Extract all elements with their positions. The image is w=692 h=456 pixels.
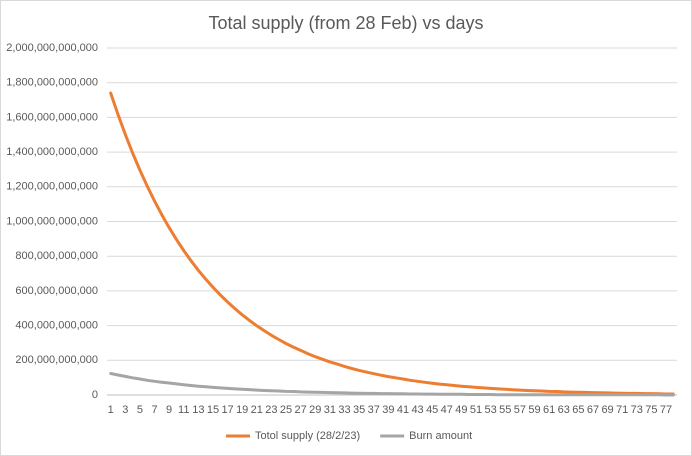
y-tick-label: 1,000,000,000,000 [6, 215, 98, 227]
y-tick-label: 200,000,000,000 [15, 354, 98, 366]
x-tick-label: 55 [499, 404, 511, 416]
x-tick-label: 43 [411, 404, 423, 416]
y-tick-label: 600,000,000,000 [15, 285, 98, 297]
x-tick-label: 7 [151, 404, 157, 416]
x-tick-label: 13 [192, 404, 204, 416]
x-tick-label: 51 [470, 404, 482, 416]
chart-title: Total supply (from 28 Feb) vs days [208, 13, 483, 33]
x-tick-label: 65 [572, 404, 584, 416]
x-tick-label: 23 [265, 404, 277, 416]
x-tick-label: 69 [601, 404, 613, 416]
x-tick-label: 31 [324, 404, 336, 416]
x-tick-label: 17 [221, 404, 233, 416]
x-tick-label: 45 [426, 404, 438, 416]
x-tick-label: 57 [514, 404, 526, 416]
x-tick-label: 21 [251, 404, 263, 416]
x-tick-label: 29 [309, 404, 321, 416]
x-tick-label: 63 [558, 404, 570, 416]
series-line [109, 372, 675, 397]
x-tick-label: 19 [236, 404, 248, 416]
x-tick-label: 75 [645, 404, 657, 416]
y-tick-label: 400,000,000,000 [15, 320, 98, 332]
x-tick-label: 41 [397, 404, 409, 416]
y-tick-label: 0 [92, 389, 98, 401]
y-tick-label: 2,000,000,000,000 [6, 42, 98, 54]
y-tick-label: 800,000,000,000 [15, 250, 98, 262]
x-tick-label: 11 [178, 404, 189, 416]
x-tick-label: 77 [660, 404, 672, 416]
x-tick-label: 27 [295, 404, 307, 416]
x-tick-label: 49 [455, 404, 467, 416]
x-tick-label: 35 [353, 404, 365, 416]
x-tick-label: 59 [528, 404, 540, 416]
y-tick-label: 1,600,000,000,000 [6, 111, 98, 123]
x-tick-label: 33 [338, 404, 350, 416]
x-tick-label: 73 [631, 404, 643, 416]
legend-label: Burn amount [409, 430, 472, 442]
x-tick-label: 37 [368, 404, 380, 416]
x-tick-label: 39 [382, 404, 394, 416]
x-tick-label: 71 [616, 404, 628, 416]
x-tick-label: 53 [485, 404, 497, 416]
x-tick-label: 5 [137, 404, 143, 416]
legend-label: Totol supply (28/2/23) [255, 430, 360, 442]
x-tick-label: 47 [441, 404, 453, 416]
x-tick-label: 25 [280, 404, 292, 416]
x-tick-label: 1 [108, 404, 114, 416]
y-tick-label: 1,800,000,000,000 [6, 77, 98, 89]
x-tick-label: 9 [166, 404, 172, 416]
x-tick-label: 67 [587, 404, 599, 416]
series-line [109, 91, 675, 396]
x-tick-label: 3 [122, 404, 128, 416]
y-tick-label: 1,200,000,000,000 [6, 181, 98, 193]
x-tick-label: 15 [207, 404, 219, 416]
x-tick-label: 61 [543, 404, 555, 416]
y-tick-label: 1,400,000,000,000 [6, 146, 98, 158]
